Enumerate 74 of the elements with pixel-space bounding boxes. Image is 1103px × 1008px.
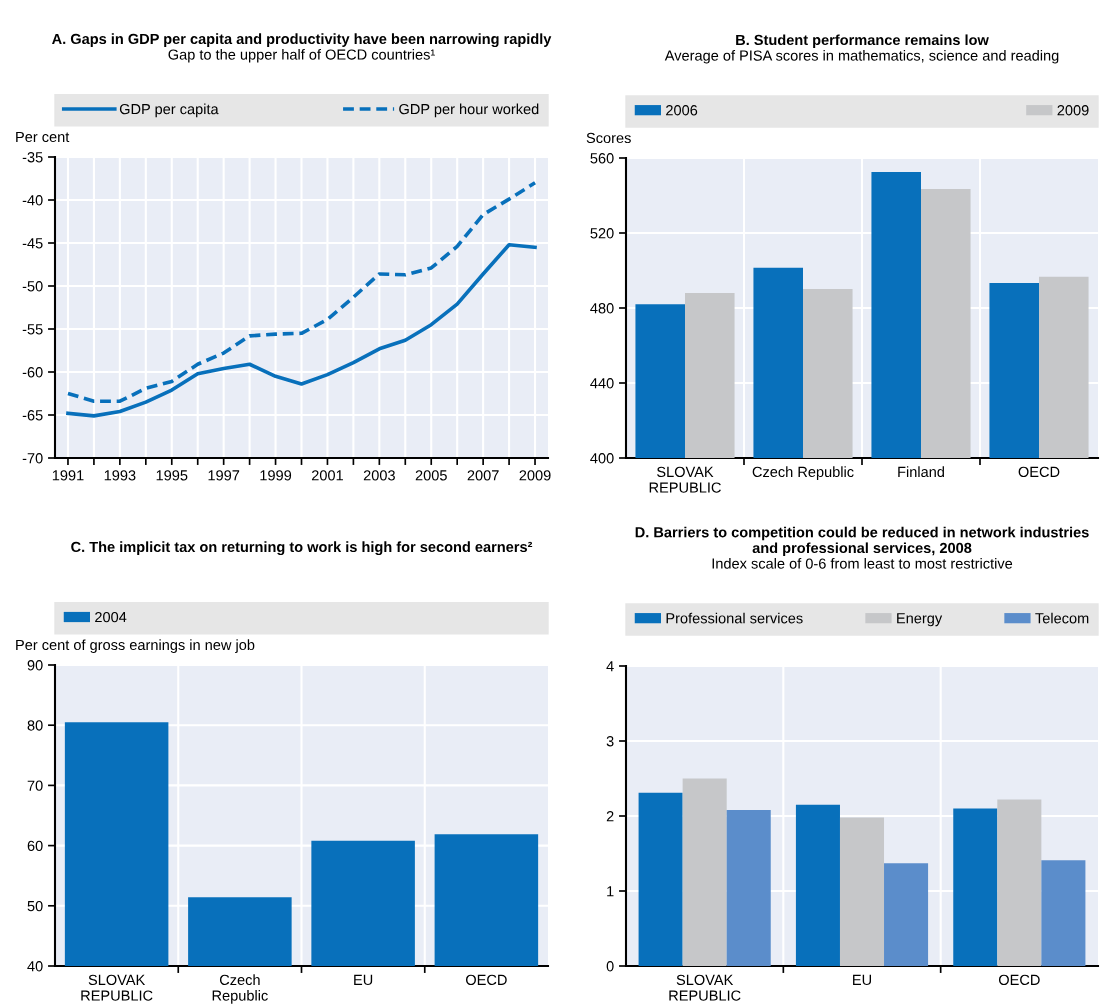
x-tick-label: EU [853,974,871,986]
legend-label: Energy [897,613,943,627]
y-tick-label: -35 [22,152,43,163]
x-tick-label: SLOVAK REPUBLIC [669,974,741,1001]
chart-subtitle: Gap to the upper half of OECD countries¹ [168,49,435,63]
bar [1041,860,1086,966]
x-tick-label: 2009 [519,470,551,481]
y-tick-label: 60 [27,840,43,852]
x-tick-label: 1995 [156,470,188,481]
chart-subtitle: Average of PISA scores in mathematics, science and reading [664,50,1059,64]
x-tick-label: 2005 [415,470,447,481]
x-tick-label: Czech Republic [752,466,854,480]
legend-label: Professional services [666,612,803,624]
bar [726,810,771,966]
y-tick-label: -60 [22,367,43,378]
y-axis-title: Scores [586,132,631,144]
y-tick-label: -50 [22,281,43,292]
y-tick-label: 80 [27,720,43,731]
bar [884,863,929,966]
legend-label: 2009 [1057,105,1089,116]
y-tick-label: 400 [590,453,614,464]
y-tick-label: -65 [22,410,43,421]
x-tick-label: 2001 [311,470,343,481]
bar [682,778,727,966]
y-tick-label: 3 [606,736,614,747]
x-tick-label: 2003 [363,470,395,481]
bar [795,804,840,966]
y-tick-label: -70 [22,453,43,464]
y-tick-label: 40 [27,961,43,972]
x-tick-label: 2007 [467,470,499,481]
y-tick-label: -55 [22,324,43,335]
y-tick-label: 520 [590,228,614,239]
y-tick-label: 2 [606,811,614,822]
bar [953,808,998,966]
legend-label: GDP per hour worked [399,103,539,118]
y-tick-label: 1 [607,886,614,897]
x-tick-label: OECD [1018,466,1060,478]
y-tick-label: 50 [27,900,43,912]
y-tick-label: 90 [27,660,43,671]
bar [839,817,885,966]
chart-title: A. Gaps in GDP per capita and productivity have been narrowing rapidly [52,33,552,47]
y-tick-label: 0 [606,961,614,972]
x-tick-label: OECD [998,974,1040,986]
chart-title: C. The implicit tax on returning to work is high for second earners² [71,541,533,555]
legend-label: Telecom [1035,612,1089,624]
legend-label: GDP per capita [119,103,219,118]
y-tick-label: 440 [590,378,614,389]
line-series [66,180,537,404]
x-tick-label: SLOVAK REPUBLIC [81,974,153,1001]
legend-label: 2004 [95,611,127,623]
chart-subtitle: Index scale of 0-6 from least to most restrictive [712,558,1013,569]
y-tick-label: 560 [590,153,614,164]
x-tick-label: Czech Republic [212,974,268,1004]
y-axis-title: Per cent of gross earnings in new job [16,639,255,653]
y-tick-label: -45 [22,238,43,249]
chart-title: B. Student performance remains low [736,34,989,48]
y-tick-label: 4 [606,661,614,672]
bar [638,792,683,966]
x-tick-label: OECD [466,974,507,986]
y-tick-label: 70 [27,780,43,791]
y-axis-title: Per cent [16,131,70,143]
x-tick-label: 1997 [208,470,240,481]
x-tick-label: Finland [898,466,944,478]
x-tick-label: 1999 [260,470,292,481]
chart-title: D. Barriers to competition could be reduced in network industries and professional services, 2008 [635,526,1089,556]
y-tick-label: 480 [590,303,614,314]
x-tick-label: EU [354,974,373,986]
y-tick-label: -40 [22,195,43,206]
line-series [66,242,537,418]
x-tick-label: 1991 [52,470,84,481]
x-tick-label: 1993 [104,470,136,481]
x-tick-label: SLOVAK REPUBLIC [649,466,721,493]
bar [997,799,1042,966]
legend-label: 2006 [666,105,698,116]
